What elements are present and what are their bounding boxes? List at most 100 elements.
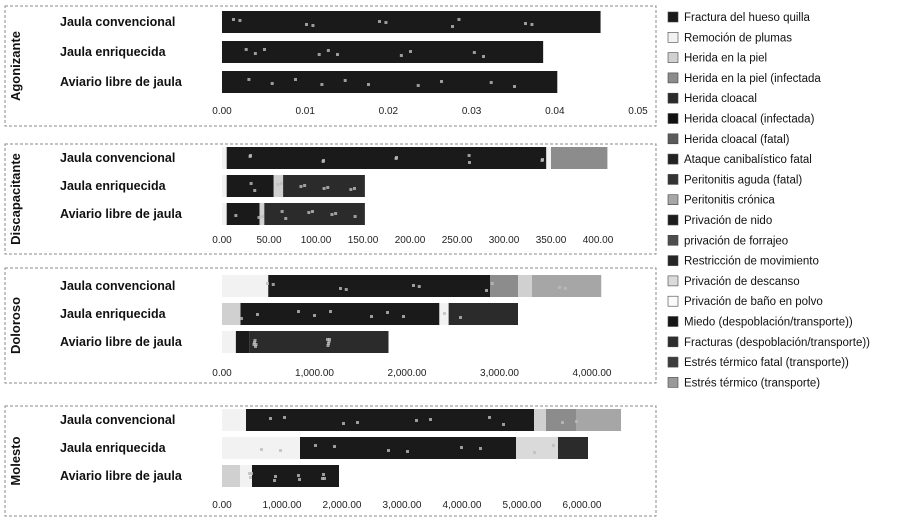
bar-speckle xyxy=(261,215,265,218)
x-tick-label: 0.03 xyxy=(462,106,482,117)
bar-segment xyxy=(222,71,558,93)
legend-entry: Herida cloacal xyxy=(684,93,757,105)
bar-speckle xyxy=(429,418,432,421)
legend-entry: Herida en la piel xyxy=(684,53,767,65)
category-label: Jaula convencional xyxy=(60,413,175,427)
bar-speckle xyxy=(270,82,274,85)
x-tick-label: 150.00 xyxy=(348,235,379,246)
bar-segment xyxy=(222,11,601,33)
bar-speckle xyxy=(326,186,330,189)
x-tick-label: 3,000.00 xyxy=(383,500,422,511)
bar-speckle xyxy=(284,217,288,220)
legend-swatch xyxy=(667,72,679,84)
legend-swatch xyxy=(667,133,679,145)
bar-segment xyxy=(222,303,241,325)
bar-speckle xyxy=(276,183,280,186)
bar-speckle xyxy=(273,479,276,482)
bar-speckle xyxy=(416,84,420,87)
legend-swatch xyxy=(667,275,679,287)
bar-segment xyxy=(235,331,250,353)
bar-speckle xyxy=(254,345,257,348)
bar-speckle xyxy=(443,312,446,315)
bar-segment xyxy=(534,409,546,431)
category-label: Jaula convencional xyxy=(60,151,175,165)
bar-speckle xyxy=(343,79,347,82)
legend-entry: Miedo (despoblación/transporte)) xyxy=(684,317,853,329)
bar-speckle xyxy=(482,55,485,58)
bar-speckle xyxy=(334,212,338,215)
bar-speckle xyxy=(472,51,476,54)
category-label: Jaula enriquecida xyxy=(60,307,167,321)
bar-speckle xyxy=(563,287,567,290)
bar-segment xyxy=(240,303,440,325)
bar-speckle xyxy=(479,447,482,450)
bar-speckle xyxy=(467,154,471,157)
bar-speckle xyxy=(280,210,284,213)
bar-speckle xyxy=(561,421,564,424)
bar-speckle xyxy=(356,421,359,424)
x-tick-label: 0.01 xyxy=(295,106,315,117)
bar-speckle xyxy=(254,343,258,346)
bar-speckle xyxy=(342,422,345,425)
x-tick-label: 250.00 xyxy=(442,235,473,246)
bar-segment xyxy=(226,203,260,225)
bar-speckle xyxy=(317,53,321,56)
legend-swatch xyxy=(667,214,679,226)
bar-speckle xyxy=(326,344,330,347)
bar-segment xyxy=(222,331,236,353)
panel-frame xyxy=(4,267,657,384)
bar-segment xyxy=(546,147,551,169)
bar-speckle xyxy=(283,416,286,419)
legend-swatch xyxy=(667,295,679,307)
bar-segment xyxy=(222,41,544,63)
panel-frame xyxy=(4,405,657,517)
bar-speckle xyxy=(417,285,421,288)
legend-entry: Privación de nido xyxy=(684,215,772,227)
x-tick-label: 5,000.00 xyxy=(503,500,542,511)
x-tick-label: 0.02 xyxy=(379,106,399,117)
bar-speckle xyxy=(238,19,242,22)
bar-segment xyxy=(516,437,558,459)
legend-entry: Remoción de plumas xyxy=(684,32,792,44)
bar-speckle xyxy=(488,416,491,419)
bar-speckle xyxy=(502,423,505,426)
bar-segment xyxy=(249,331,389,353)
legend-entry: Restricción de movimiento xyxy=(684,256,819,268)
bar-speckle xyxy=(321,477,324,480)
bar-speckle xyxy=(244,48,248,51)
category-label: Jaula enriquecida xyxy=(60,441,167,455)
bar-speckle xyxy=(299,185,303,188)
bar-speckle xyxy=(252,343,256,346)
bar-speckle xyxy=(274,475,277,478)
legend-swatch xyxy=(667,316,679,327)
bar-segment xyxy=(268,275,491,297)
bar-speckle xyxy=(384,21,388,24)
group-label-1: Discapacitante xyxy=(8,153,23,245)
legend-entry: Privación de baño en polvo xyxy=(684,296,823,308)
legend-swatch xyxy=(667,336,679,348)
bar-speckle xyxy=(260,448,263,451)
bar-speckle xyxy=(322,187,326,190)
legend-entry: Estrés térmico fatal (transporte)) xyxy=(684,357,849,369)
x-tick-label: 0.00 xyxy=(212,106,232,117)
bar-speckle xyxy=(311,24,315,27)
bar-speckle xyxy=(257,216,261,219)
bar-speckle xyxy=(333,445,336,448)
legend-swatch xyxy=(667,194,679,205)
x-tick-label: 0.00 xyxy=(212,368,232,379)
category-label: Aviario libre de jaula xyxy=(60,335,183,349)
bar-speckle xyxy=(294,78,297,81)
bar-segment xyxy=(531,275,602,297)
legend-swatch xyxy=(667,52,679,63)
bar-segment xyxy=(448,303,518,325)
legend-swatch xyxy=(667,377,679,388)
legend-entry: Peritonitis crónica xyxy=(684,195,775,207)
bar-speckle xyxy=(412,284,415,287)
legend-swatch xyxy=(667,92,679,104)
x-tick-label: 200.00 xyxy=(395,235,426,246)
bar-speckle xyxy=(253,341,256,344)
legend-swatch xyxy=(667,11,679,23)
bar-speckle xyxy=(297,474,300,477)
bar-speckle xyxy=(253,339,257,342)
x-tick-label: 1,000.00 xyxy=(263,500,302,511)
